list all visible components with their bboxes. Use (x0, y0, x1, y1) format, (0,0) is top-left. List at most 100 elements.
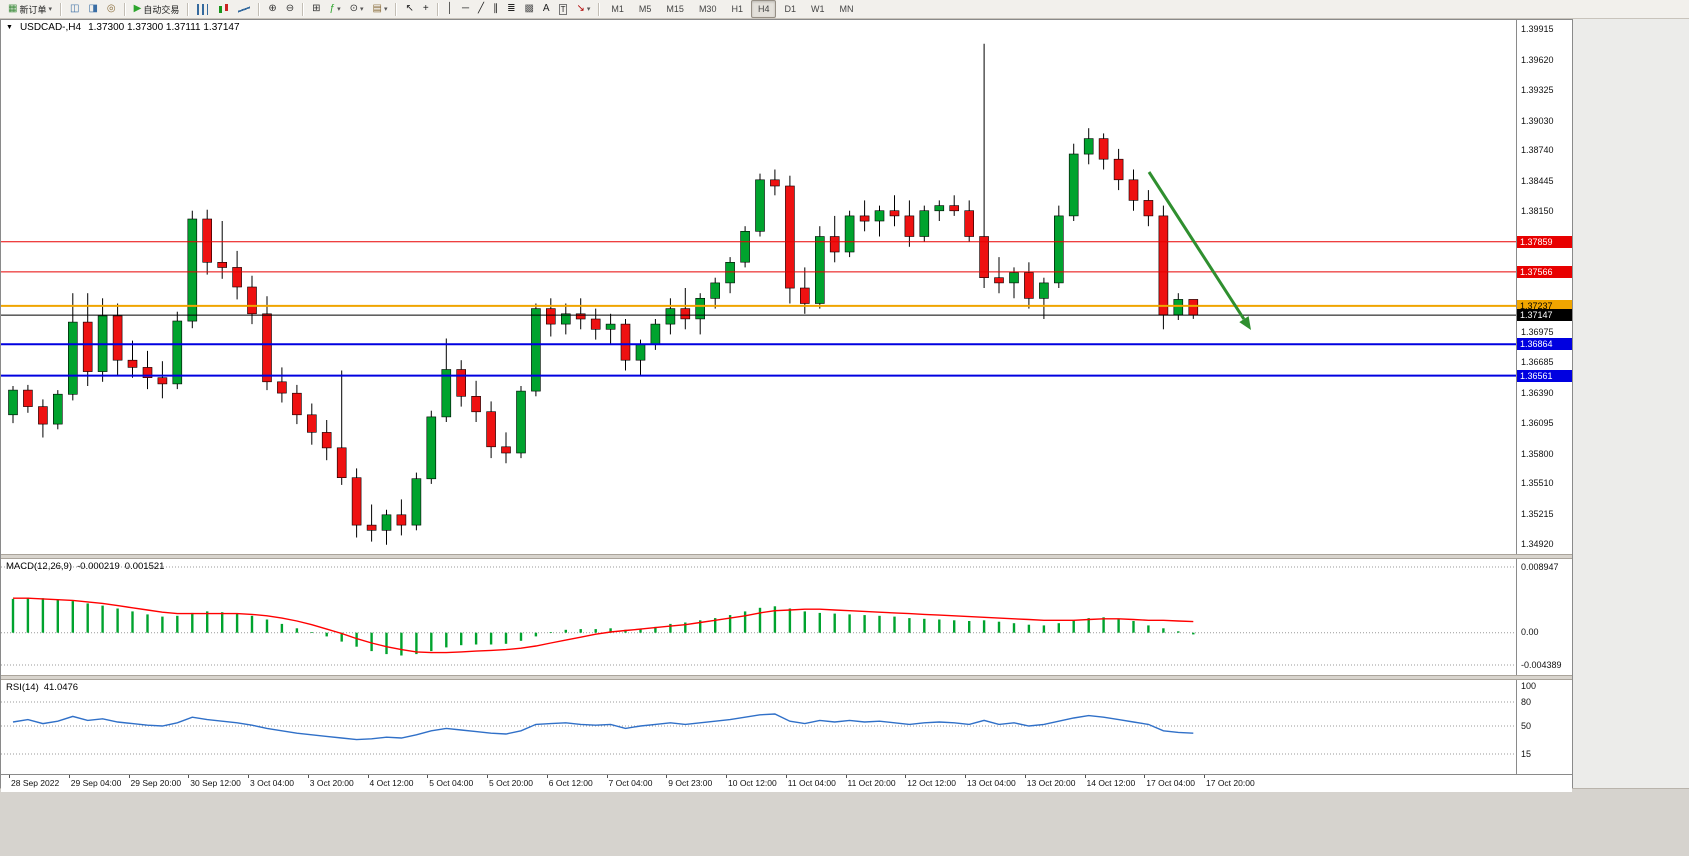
pane-splitter[interactable] (1, 675, 1572, 680)
time-axis-label: 3 Oct 04:00 (250, 778, 294, 788)
text-label-button[interactable]: T (555, 0, 572, 18)
rsi-axis-label: 15 (1521, 748, 1532, 759)
cursor-button[interactable]: ↖ (401, 0, 417, 18)
time-tick (606, 775, 608, 778)
new-order-button[interactable]: ▦ 新订单 ▾ (4, 0, 56, 18)
price-axis[interactable]: 1.39915 1.39620 1.39325 1.39030 1.38740 1.384… (1516, 20, 1572, 554)
symbol-triangle-icon[interactable]: ▼ (6, 23, 13, 31)
timeframe-d1-button[interactable]: D1 (777, 0, 803, 18)
time-tick (1204, 775, 1205, 778)
bar-chart-icon (197, 3, 209, 15)
timeframe-m1-button-label: M1 (611, 4, 624, 14)
zoom-out-button[interactable]: ⊖ (282, 0, 298, 18)
dropdown-arrow-icon[interactable]: ▾ (383, 6, 388, 13)
horizontal-line-button[interactable]: ─ (458, 0, 473, 18)
time-axis-label: 4 Oct 12:00 (369, 778, 414, 788)
rsi-plot[interactable] (1, 680, 1516, 774)
price-tag: 1.37859 (1517, 235, 1572, 248)
price-axis-label: 1.39325 (1521, 85, 1554, 96)
time-tick (188, 775, 190, 778)
chart-window-button[interactable]: ◫ (66, 0, 83, 18)
timeframe-m30-button[interactable]: M30 (692, 0, 724, 18)
time-axis[interactable]: 28 Sep 2022 29 Sep 04:00 29 Sep 20:00 30 Se… (1, 774, 1572, 792)
macd-axis-label: -0.004389 (1521, 659, 1562, 670)
time-tick (1024, 775, 1026, 778)
shapes-button[interactable]: ▩ (520, 0, 537, 18)
cursor-icon: ↖ (405, 3, 414, 14)
pane-splitter[interactable] (1, 554, 1572, 559)
macd-axis-label: 0.008947 (1521, 561, 1559, 572)
time-axis-label: 30 Sep 12:00 (190, 778, 241, 788)
trendline-button[interactable]: ╱ (474, 0, 488, 18)
dropdown-arrow-icon[interactable]: ▾ (48, 6, 52, 13)
dropdown-arrow-icon[interactable]: ▾ (586, 6, 591, 13)
line-chart-icon (238, 3, 251, 15)
dropdown-arrow-icon[interactable]: ▾ (337, 6, 341, 13)
timeframe-h4-button[interactable]: H4 (750, 0, 777, 18)
timeframe-m1-button[interactable]: M1 (604, 0, 631, 18)
candlestick-plot[interactable] (1, 20, 1516, 554)
periods-button[interactable]: ⊙ ▾ (346, 0, 368, 18)
macd-plot[interactable] (1, 559, 1516, 675)
rsi-pane: 100 80 50 15 RSI(14) 41.0476 (1, 680, 1572, 774)
dropdown-arrow-icon[interactable]: ▾ (359, 6, 364, 13)
timeframe-m5-button[interactable]: M5 (632, 0, 659, 18)
tile-windows-button[interactable]: ⊞ (308, 0, 324, 18)
time-tick (905, 775, 907, 778)
macd-header: MACD(12,26,9) -0.000219 0.001521 (6, 561, 164, 572)
chart-title-bar: ▼ USDCAD-,H4 1.37300 1.37300 1.37111 1.3… (6, 22, 240, 33)
bar-chart-button[interactable] (193, 0, 212, 18)
new-order-button-label: 新订单 (19, 4, 47, 15)
rsi-axis-label: 80 (1521, 696, 1532, 707)
arrows-button[interactable]: ↘ ▾ (572, 0, 594, 18)
alerts-button[interactable]: ◎ (103, 0, 120, 18)
profiles-button[interactable]: ◨ (84, 0, 101, 18)
macd-axis[interactable]: 0.008947 0.00 -0.004389 (1516, 559, 1572, 675)
price-axis-label: 1.36685 (1521, 357, 1554, 368)
channel-button[interactable]: ∥ (489, 0, 502, 18)
rsi-axis-label: 50 (1521, 720, 1532, 731)
timeframe-m15-button[interactable]: M15 (659, 0, 691, 18)
timeframe-w1-button[interactable]: W1 (804, 0, 832, 18)
line-chart-button[interactable] (234, 0, 254, 18)
timeframe-h1-button[interactable]: H1 (724, 0, 750, 18)
time-axis-label: 17 Oct 04:00 (1146, 778, 1195, 788)
price-axis-label: 1.38740 (1521, 145, 1554, 156)
text-button[interactable]: A (539, 0, 554, 18)
crosshair-button[interactable]: + (419, 0, 433, 18)
profiles-icon: ◨ (88, 3, 98, 14)
time-axis-label: 13 Oct 20:00 (1026, 778, 1076, 788)
arrow-objects-icon: ↘ (576, 3, 585, 14)
main-chart-pane: 1.39915 1.39620 1.39325 1.39030 1.38740 1.384… (1, 20, 1572, 554)
price-axis-label: 1.35215 (1521, 508, 1554, 519)
templates-button[interactable]: ▤ ▾ (369, 0, 392, 18)
time-axis-label: 29 Sep 04:00 (70, 778, 122, 788)
fibonacci-button[interactable]: ≣ (503, 0, 519, 18)
timeframe-mn-button-label: MN (839, 4, 854, 14)
time-tick (726, 775, 727, 778)
price-axis-label: 1.36975 (1521, 327, 1554, 338)
time-axis-label: 28 Sep 2022 (11, 778, 60, 788)
vertical-line-icon: │ (446, 3, 453, 14)
toolbar-separator (598, 2, 601, 16)
indicators-icon: ƒ (329, 3, 336, 14)
rsi-axis-label: 100 (1521, 680, 1537, 691)
candle-chart-button[interactable] (213, 0, 233, 18)
price-axis-label: 1.38445 (1521, 175, 1554, 186)
indicators-button[interactable]: ƒ ▾ (326, 0, 345, 18)
horizontal-line-icon: ─ (461, 3, 470, 14)
toolbar-separator (59, 2, 62, 16)
rsi-axis[interactable]: 100 80 50 15 (1516, 680, 1572, 774)
price-tag: 1.36864 (1517, 338, 1572, 351)
timeframe-w1-button-label: W1 (811, 4, 825, 14)
time-tick (845, 775, 847, 778)
auto-trading-button[interactable]: ▶ 自动交易 (130, 0, 184, 18)
alerts-icon: ◎ (106, 3, 116, 14)
time-axis-label: 3 Oct 20:00 (309, 778, 354, 788)
vertical-line-button[interactable]: │ (443, 0, 457, 18)
time-tick (367, 775, 369, 778)
toolbar-separator (436, 2, 439, 16)
zoom-in-button[interactable]: ⊕ (264, 0, 280, 18)
toolbar-separator (395, 2, 398, 16)
timeframe-mn-button[interactable]: MN (833, 0, 861, 18)
